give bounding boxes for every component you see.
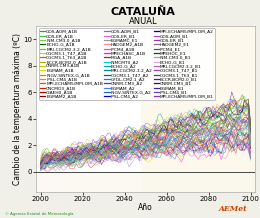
Y-axis label: Cambio de la temperatura máxima (ºC): Cambio de la temperatura máxima (ºC) (13, 33, 22, 185)
X-axis label: Año: Año (138, 203, 153, 212)
Bar (36, 172, 255, 192)
Text: ANUAL: ANUAL (129, 17, 157, 26)
Bar (141, 26, 255, 192)
Legend: GOS-AOM_A1B, GOS-ER_A1B, INM-CM3.0_A1B, ECHO-G_A1B, MRI-CGCM2.3.2_A1B, CGCM3.1_T: GOS-AOM_A1B, GOS-ER_A1B, INM-CM3.0_A1B, … (39, 28, 215, 100)
Text: CATALUÑA: CATALUÑA (110, 7, 176, 17)
Text: © Agencia Estatal de Meteorología: © Agencia Estatal de Meteorología (5, 212, 74, 216)
Text: AEMet: AEMet (218, 204, 247, 213)
